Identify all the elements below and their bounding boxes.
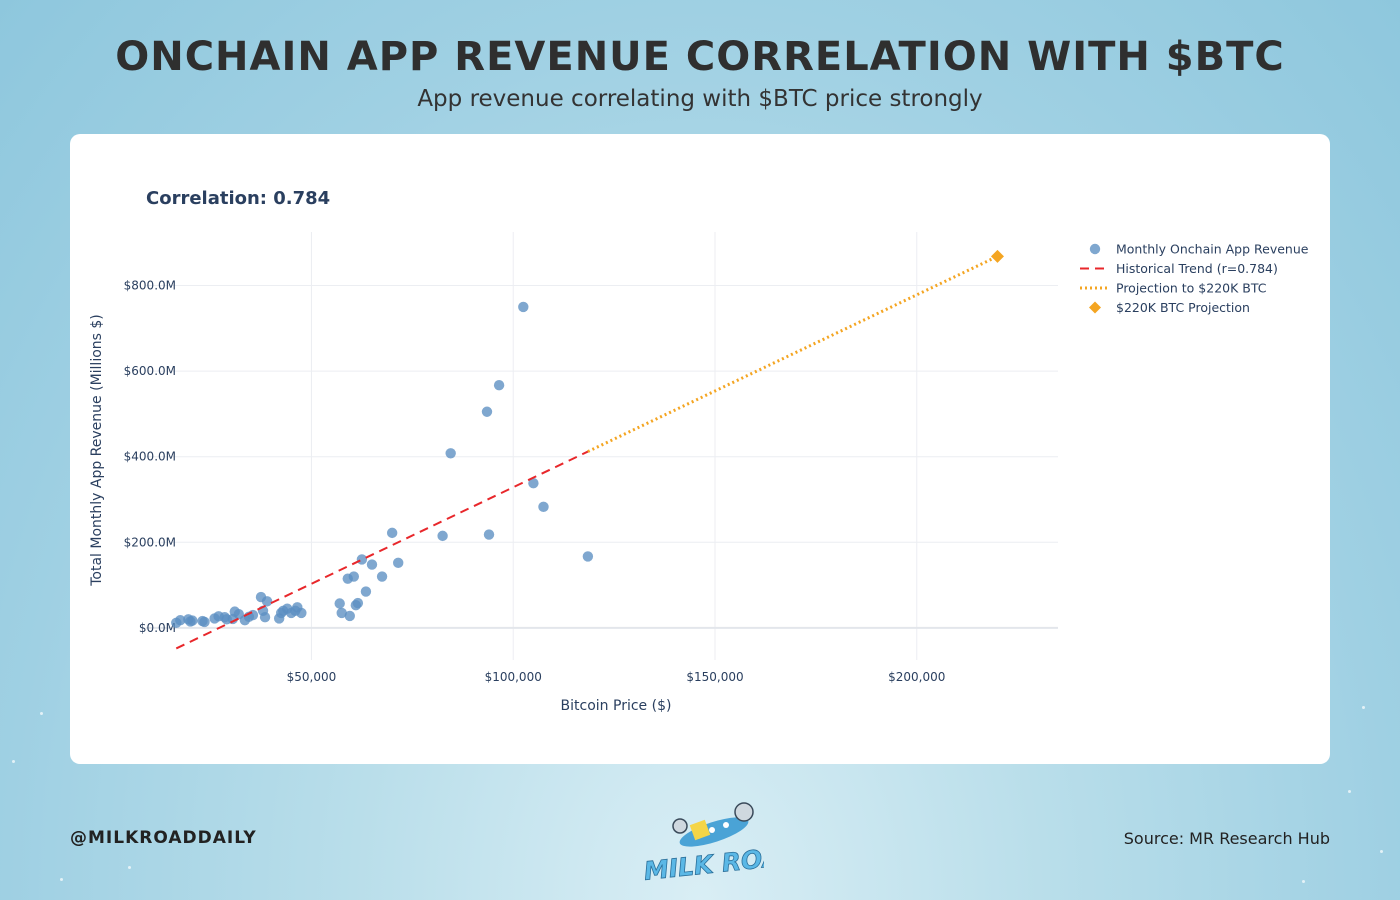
revenue-point [348,571,360,582]
revenue-point [296,607,307,619]
y-tick-label: $200.0M [124,535,176,549]
revenue-point [518,301,529,313]
legend: Monthly Onchain App Revenue Historical Tr… [1080,242,1309,315]
revenue-point [344,610,355,622]
revenue-point [386,527,398,539]
legend-label: Historical Trend (r=0.784) [1116,261,1278,276]
revenue-point [582,551,594,562]
revenue-point [175,614,186,626]
revenue-point [356,554,368,565]
revenue-point [481,406,493,417]
revenue-point [259,612,271,623]
revenue-point [261,596,273,607]
chart-card: $50,000 $100,000 $150,000 $200,000 $0.0M $200… [70,134,1330,764]
revenue-point [360,586,372,597]
grid-layer [146,232,1058,660]
revenue-point [437,530,448,542]
revenue-point [393,557,404,569]
page-title: ONCHAIN APP REVENUE CORRELATION WITH $BT… [115,34,1285,80]
x-axis-title: Bitcoin Price ($) [561,698,672,714]
revenue-point [528,478,539,489]
x-tick-label: $100,000 [485,670,542,684]
chart-title: Correlation: 0.784 [146,188,330,209]
y-axis-title: Total Monthly App Revenue (Millions $) [89,314,105,587]
revenue-point [376,571,388,582]
revenue-point [199,616,210,628]
revenue-point [538,501,549,512]
y-tick-label: $800.0M [124,279,176,293]
cow-mascot-icon [672,802,754,847]
revenue-point [247,609,259,621]
projection-diamond-marker [990,249,1004,263]
series-layer [171,249,1004,650]
revenue-point [366,559,378,570]
legend-label: Monthly Onchain App Revenue [1116,242,1309,257]
revenue-point [336,607,347,619]
x-tick-label: $150,000 [686,670,743,684]
axis-layer: $50,000 $100,000 $150,000 $200,000 $0.0M $200… [124,279,946,685]
footer-source: Source: MR Research Hub [1123,829,1330,848]
x-tick-label: $200,000 [888,670,945,684]
revenue-point [483,529,495,540]
scatter-chart: $50,000 $100,000 $150,000 $200,000 $0.0M $200… [89,188,1309,714]
legend-label: Projection to $220K BTC [1116,281,1267,296]
revenue-point [493,380,505,391]
revenue-point [187,615,198,626]
page-subtitle: App revenue correlating with $BTC price … [417,86,983,112]
footer-handle: @MILKROADDAILY [70,828,257,848]
revenue-point [352,597,364,609]
revenue-point [445,448,456,459]
y-tick-label: $0.0M [139,621,176,635]
y-tick-label: $600.0M [124,364,176,378]
legend-label: $220K BTC Projection [1116,300,1250,315]
y-tick-label: $400.0M [124,450,176,464]
legend-swatch-points [1089,243,1101,255]
revenue-point [334,598,345,609]
legend-swatch-diamond [1089,301,1101,314]
historical-trend-line [175,450,589,650]
x-tick-label: $50,000 [287,670,337,684]
projection-line [587,255,999,453]
milk-road-logo: MILK ROAD [642,802,764,884]
logo-wordmark: MILK ROAD [643,840,764,884]
